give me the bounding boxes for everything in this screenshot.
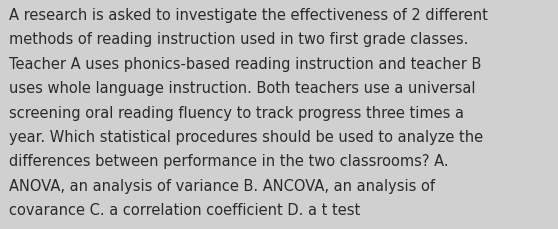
Text: Teacher A uses phonics-based reading instruction and teacher B: Teacher A uses phonics-based reading ins…: [9, 57, 482, 71]
Text: A research is asked to investigate the effectiveness of 2 different: A research is asked to investigate the e…: [9, 8, 488, 23]
Text: covarance C. a correlation coefficient D. a t test: covarance C. a correlation coefficient D…: [9, 202, 360, 217]
Text: differences between performance in the two classrooms? A.: differences between performance in the t…: [9, 154, 449, 169]
Text: methods of reading instruction used in two first grade classes.: methods of reading instruction used in t…: [9, 32, 468, 47]
Text: screening oral reading fluency to track progress three times a: screening oral reading fluency to track …: [9, 105, 464, 120]
Text: year. Which statistical procedures should be used to analyze the: year. Which statistical procedures shoul…: [9, 129, 483, 144]
Text: ANOVA, an analysis of variance B. ANCOVA, an analysis of: ANOVA, an analysis of variance B. ANCOVA…: [9, 178, 435, 193]
Text: uses whole language instruction. Both teachers use a universal: uses whole language instruction. Both te…: [9, 81, 475, 96]
